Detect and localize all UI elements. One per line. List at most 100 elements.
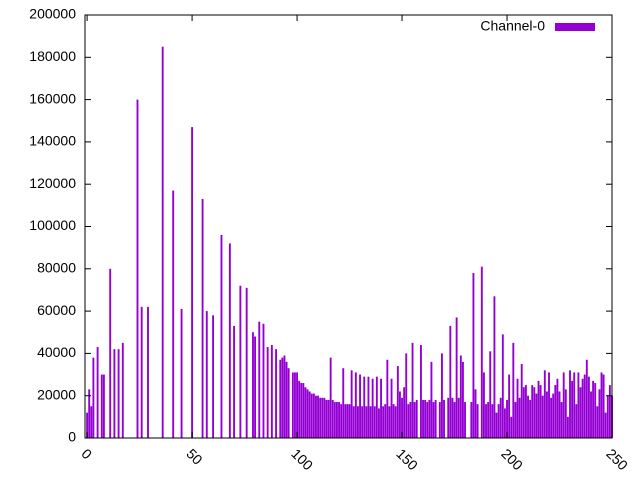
- x-tick-label: 100: [288, 445, 316, 473]
- bar: [552, 393, 555, 438]
- bar: [365, 406, 368, 438]
- bar: [430, 361, 433, 438]
- bar: [554, 385, 557, 438]
- bar: [592, 380, 595, 438]
- bar: [96, 347, 99, 438]
- bar: [100, 374, 103, 438]
- bar: [514, 402, 517, 438]
- bar: [344, 404, 347, 438]
- bar: [413, 402, 416, 438]
- bar: [390, 378, 393, 438]
- bar: [319, 397, 322, 438]
- bar: [476, 404, 479, 438]
- bar: [569, 370, 571, 438]
- bar: [516, 378, 519, 438]
- bar: [331, 399, 334, 438]
- bar: [512, 342, 515, 438]
- bar: [587, 376, 590, 438]
- bar: [594, 383, 597, 438]
- bar: [121, 342, 124, 438]
- bar: [312, 393, 315, 438]
- y-tick-label: 140000: [29, 133, 76, 149]
- bar: [457, 397, 460, 438]
- bar: [590, 391, 592, 438]
- bar: [373, 406, 376, 438]
- bar: [537, 380, 540, 438]
- y-tick-label: 120000: [29, 175, 76, 191]
- bar: [180, 308, 183, 438]
- bar: [136, 99, 139, 438]
- bar: [577, 372, 580, 438]
- bar: [392, 404, 395, 438]
- bar: [113, 349, 116, 438]
- bar: [447, 397, 450, 438]
- bar: [583, 374, 586, 438]
- bar: [472, 273, 475, 438]
- bar: [279, 359, 282, 438]
- bar: [396, 366, 399, 438]
- bar: [409, 402, 412, 438]
- y-tick-label: 40000: [37, 344, 76, 360]
- bar: [585, 359, 588, 438]
- bar: [291, 372, 294, 438]
- bar: [252, 332, 254, 438]
- bar: [258, 321, 261, 438]
- bar: [338, 402, 340, 438]
- bar: [377, 408, 380, 438]
- bar: [575, 404, 578, 438]
- bar: [493, 296, 496, 438]
- y-tick-label: 100000: [29, 217, 76, 233]
- y-tick-label: 160000: [29, 90, 76, 106]
- bar: [92, 357, 95, 438]
- bar: [348, 404, 351, 438]
- bar: [300, 383, 303, 438]
- bar: [524, 385, 527, 438]
- y-tick-label: 180000: [29, 48, 76, 64]
- bar: [212, 315, 215, 438]
- bar: [310, 393, 313, 438]
- bar: [359, 374, 361, 438]
- bar: [102, 374, 105, 438]
- bar: [573, 372, 576, 438]
- bar: [424, 399, 427, 438]
- bar: [245, 287, 248, 438]
- bar: [239, 285, 242, 438]
- bar: [275, 349, 278, 438]
- bar: [539, 385, 542, 438]
- bar: [489, 351, 492, 438]
- bar: [388, 406, 391, 438]
- bar: [562, 372, 565, 438]
- bar: [529, 399, 532, 438]
- bar: [304, 387, 307, 438]
- bar: [432, 402, 435, 438]
- bar: [564, 389, 567, 438]
- bar: [461, 361, 464, 438]
- bar: [333, 402, 336, 438]
- bar: [535, 393, 538, 438]
- bar: [608, 385, 611, 438]
- bar: [558, 391, 561, 438]
- bar: [501, 334, 504, 438]
- bar: [600, 372, 603, 438]
- bar: [438, 402, 441, 438]
- bar: [508, 374, 511, 438]
- bar: [287, 368, 290, 438]
- bar: [205, 311, 208, 438]
- bar: [598, 389, 601, 438]
- plot-border: [84, 14, 613, 439]
- bar: [317, 395, 320, 438]
- bar: [419, 344, 422, 438]
- bar: [161, 46, 164, 438]
- bar: [302, 383, 305, 438]
- bar: [503, 408, 506, 438]
- bar: [560, 402, 563, 438]
- bar: [415, 399, 418, 438]
- bar: [117, 349, 120, 438]
- bar: [497, 404, 500, 438]
- bar: [228, 243, 231, 438]
- bar: [270, 344, 273, 438]
- bar: [520, 363, 523, 438]
- bar: [220, 234, 223, 438]
- bar: [90, 406, 93, 438]
